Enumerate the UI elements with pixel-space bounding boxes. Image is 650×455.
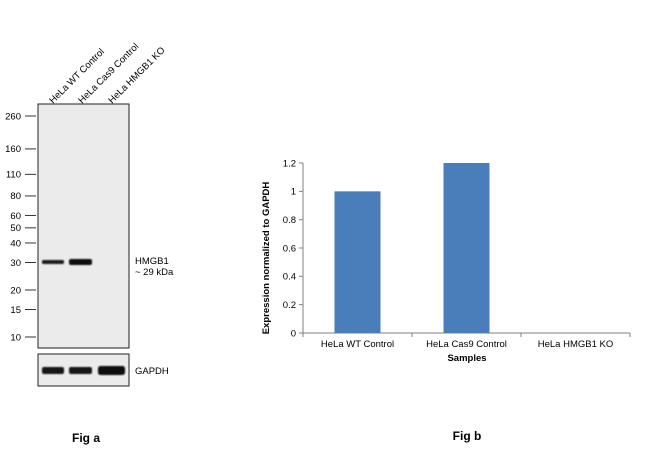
fig-a-caption: Fig a	[72, 431, 100, 445]
mw-label: 50	[10, 223, 21, 234]
y-tick-label: 1	[291, 187, 296, 198]
western-blot: HeLa WT Control HeLa Cas9 Control HeLa H…	[5, 41, 174, 445]
mw-label: 110	[6, 170, 21, 181]
y-tick-label: 1.2	[283, 158, 296, 169]
mw-label: 60	[10, 211, 21, 222]
y-tick-label: 0	[291, 328, 296, 339]
mw-label: 30	[10, 258, 21, 269]
band-hmgb1-wt	[42, 260, 64, 264]
mw-label: 160	[5, 144, 21, 155]
mw-label: 10	[10, 332, 21, 343]
bars	[334, 163, 490, 333]
y-axis: 0 0.2 0.4 0.6 0.8 1 1.2	[283, 158, 304, 339]
fig-b-caption: Fig b	[453, 429, 482, 443]
lane-label-ko: HeLa HMGB1 KO	[106, 45, 167, 106]
mw-label: 260	[5, 111, 21, 122]
hmgb1-label: HMGB1	[135, 256, 169, 267]
mw-label: 15	[10, 305, 21, 316]
gapdh-bands	[42, 366, 125, 375]
x-tick-label: HeLa WT Control	[321, 339, 394, 350]
mw-label: 80	[10, 191, 21, 202]
x-axis: HeLa WT Control HeLa Cas9 Control HeLa HMG…	[302, 332, 631, 350]
hmgb1-size-label: ~ 29 kDa	[135, 267, 174, 278]
blot-main-panel	[37, 103, 130, 349]
hmgb1-bands	[42, 259, 92, 265]
band-gapdh-cas9	[69, 367, 92, 374]
x-tick-label: HeLa Cas9 Control	[426, 339, 507, 350]
bar-chart: 0 0.2 0.4 0.6 0.8 1 1.2 HeLa WT Control HeLa Ca…	[261, 158, 631, 364]
y-tick-label: 0.2	[283, 300, 296, 311]
bar	[443, 163, 490, 333]
x-tick-label: HeLa HMGB1 KO	[538, 339, 614, 350]
x-axis-title: Samples	[447, 353, 486, 364]
mw-label: 40	[10, 238, 21, 249]
y-tick-label: 0.4	[283, 272, 296, 283]
gapdh-label: GAPDH	[135, 366, 169, 377]
band-hmgb1-cas9	[69, 259, 92, 265]
y-axis-title: Expression normalized to GAPDH	[261, 182, 272, 335]
band-gapdh-ko	[98, 366, 125, 375]
lane-labels: HeLa WT Control HeLa Cas9 Control HeLa H…	[47, 41, 167, 106]
y-tick-label: 0.6	[283, 243, 296, 254]
band-gapdh-wt	[42, 367, 64, 374]
mw-label: 20	[10, 285, 21, 296]
bar	[334, 191, 381, 333]
y-tick-label: 0.8	[283, 215, 296, 226]
